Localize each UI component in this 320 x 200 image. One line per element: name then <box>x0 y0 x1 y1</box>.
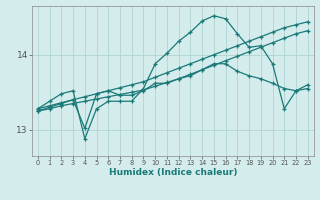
X-axis label: Humidex (Indice chaleur): Humidex (Indice chaleur) <box>108 168 237 177</box>
